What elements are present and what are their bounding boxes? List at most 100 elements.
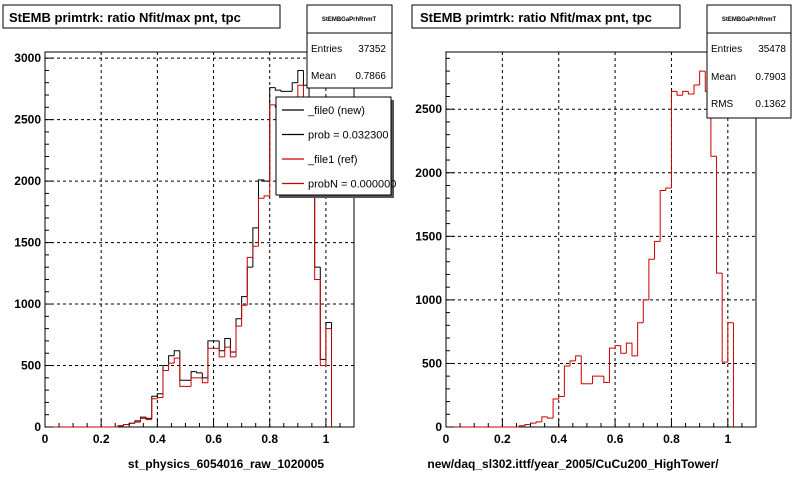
right-stats-mean-value: 0.7903	[755, 72, 786, 83]
left-x-tick-label: 0.2	[93, 432, 110, 446]
left-series-2-bin	[314, 165, 321, 280]
right-series-1-bin	[699, 70, 706, 86]
left-series-1-bin	[280, 90, 287, 92]
right-histogram-panel: StEMB primtrk: ratio Nfit/max pnt, tpc 0…	[411, 4, 792, 471]
right-series-1-bin	[603, 376, 610, 384]
left-stats-entries-label: Entries	[311, 44, 342, 55]
left-x-tick-label: 0	[42, 432, 49, 446]
left-series-2-bin	[151, 398, 158, 420]
right-x-tick-label: 1	[724, 432, 731, 446]
left-chart-title: StEMB primtrk: ratio Nfit/max pnt, tpc	[9, 10, 241, 25]
right-series-1-bin	[642, 299, 649, 323]
right-series-1-bin	[546, 416, 554, 419]
left-series-2-bin	[117, 425, 124, 427]
right-x-axis-label: new/daq_sl302.ittf/year_2005/CuCu200_Hig…	[427, 457, 719, 471]
left-series-2-bin	[218, 348, 225, 358]
right-series-1-bin	[614, 345, 621, 349]
left-stats-mean-value: 0.7866	[355, 71, 386, 82]
right-series-1-bin	[648, 258, 655, 300]
right-stats-box	[706, 4, 792, 119]
right-series-1-bin	[665, 187, 672, 191]
left-series-1-bin	[297, 69, 304, 83]
left-series-2-bin	[207, 347, 214, 383]
right-title-box	[411, 4, 681, 29]
right-stats-rms-label: RMS	[711, 99, 734, 110]
left-series-2-bin	[179, 358, 186, 387]
left-series-2-bin	[168, 362, 175, 371]
right-series-1-bin	[552, 398, 559, 419]
left-series-2-bin	[325, 328, 332, 366]
left-series-2-bin	[145, 418, 152, 421]
left-series-1-bin	[168, 355, 175, 366]
right-series-1-bin	[518, 425, 525, 427]
right-series-1-bin	[687, 91, 694, 95]
left-y-tick-label: 2500	[14, 113, 41, 127]
right-series-1-bin	[716, 156, 723, 274]
right-tick-labels: 0 0.2 0.4 0.6 0.8 1 0 500 1000 1500 2000 2500	[415, 57, 743, 446]
right-plot-frame	[445, 51, 757, 428]
left-series-2-bin	[252, 245, 259, 258]
right-series-1-bin	[620, 345, 627, 354]
left-series-1-bin	[156, 393, 163, 397]
left-x-tick-label: 0.8	[261, 432, 278, 446]
right-series-1-bin	[676, 91, 683, 96]
right-y-tick-label: 1000	[415, 293, 442, 307]
right-series-1-bin	[727, 322, 734, 363]
right-x-tick-label: 0.6	[607, 432, 624, 446]
right-series-1-bin	[592, 375, 599, 384]
right-y-tick-label: 2000	[415, 166, 442, 180]
right-series-1-bin	[563, 365, 570, 397]
right-series-1-bin	[654, 240, 661, 260]
right-series-1-bin	[524, 423, 531, 426]
right-series-1-bin	[608, 347, 616, 383]
left-y-tick-label: 1000	[14, 297, 41, 311]
left-x-tick-label: 1	[323, 432, 330, 446]
left-series-2-bin	[156, 396, 163, 399]
left-y-tick-label: 1500	[14, 236, 41, 250]
left-histogram-panel: StEMB primtrk: ratio Nfit/max pnt, tpc 0…	[2, 4, 396, 471]
right-x-tick-label: 0.4	[550, 432, 567, 446]
right-stats-mean-label: Mean	[711, 72, 736, 83]
right-y-tick-label: 2500	[415, 102, 442, 116]
right-x-tick-label: 0	[443, 432, 450, 446]
left-series-2-bin	[201, 377, 208, 384]
left-tick-labels: 0 0.2 0.4 0.6 0.8 1 0 500 1000 1500 2000 2500 3000	[14, 51, 341, 446]
left-series-2-bin	[297, 84, 304, 98]
legend-box	[275, 96, 392, 196]
right-series-1-bin	[693, 84, 700, 94]
left-y-tick-label: 500	[21, 359, 41, 373]
right-stats-entries-label: Entries	[711, 44, 742, 55]
left-series-2-bin	[123, 424, 130, 426]
right-chart-title: StEMB primtrk: ratio Nfit/max pnt, tpc	[420, 10, 652, 25]
right-stats-name: StEMBGaPrhRnmT	[722, 17, 777, 23]
right-series-1-bin	[659, 190, 666, 242]
left-series-2-bin	[235, 325, 242, 357]
right-series-1-bin	[541, 416, 548, 422]
legend-entry-label: _file1 (ref)	[307, 154, 358, 166]
left-title-box	[2, 4, 281, 29]
left-series-2-bin	[134, 421, 141, 424]
left-series-2-bin	[246, 256, 253, 306]
right-y-tick-label: 1500	[415, 229, 442, 243]
right-series-1-bin	[670, 90, 678, 189]
left-stats-box	[306, 4, 393, 89]
left-x-axis-label: st_physics_6054016_raw_1020005	[128, 457, 324, 471]
left-series-2-bin	[263, 195, 270, 199]
right-stats-rms-value: 0.1362	[755, 99, 786, 110]
right-series-1-bin	[631, 343, 638, 357]
left-series-2-bin	[162, 369, 169, 398]
right-x-tick-label: 0.8	[663, 432, 680, 446]
left-series-2-bin	[224, 346, 231, 357]
left-series-2-bin	[269, 104, 276, 196]
left-series-2-bin	[241, 304, 248, 327]
left-series-1-bin	[291, 82, 298, 92]
right-y-tick-label: 0	[435, 420, 442, 434]
legend-entry-label: prob = 0.032300	[308, 130, 388, 142]
left-series-2-bin	[173, 357, 180, 364]
left-y-tick-label: 3000	[14, 51, 41, 65]
left-x-tick-label: 0.6	[205, 432, 222, 446]
right-series-1-bin	[580, 355, 587, 385]
right-series-1-bin	[637, 322, 644, 356]
right-series-1-bin	[682, 90, 689, 96]
left-stats-name: StEMBGaPrhRnmT	[322, 17, 377, 23]
